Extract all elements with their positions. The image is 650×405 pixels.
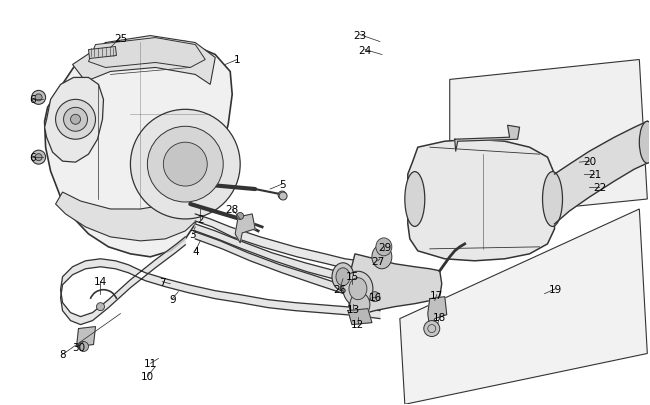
Polygon shape xyxy=(235,214,255,243)
Circle shape xyxy=(148,127,223,202)
Polygon shape xyxy=(73,36,215,85)
Polygon shape xyxy=(450,60,647,220)
Circle shape xyxy=(35,154,42,161)
Circle shape xyxy=(56,100,96,140)
Polygon shape xyxy=(195,214,360,269)
Text: 28: 28 xyxy=(226,205,239,214)
Ellipse shape xyxy=(372,245,392,269)
Text: 5: 5 xyxy=(279,180,285,190)
Polygon shape xyxy=(60,237,380,325)
Text: 19: 19 xyxy=(549,284,562,294)
Text: 30: 30 xyxy=(72,342,85,352)
Text: 11: 11 xyxy=(144,358,157,369)
Text: 9: 9 xyxy=(169,294,176,304)
Polygon shape xyxy=(45,78,103,163)
Circle shape xyxy=(32,151,46,165)
Ellipse shape xyxy=(332,263,354,291)
Text: 7: 7 xyxy=(159,277,166,287)
Polygon shape xyxy=(45,38,232,257)
Polygon shape xyxy=(88,47,116,60)
Text: 6: 6 xyxy=(29,95,36,105)
Ellipse shape xyxy=(376,238,392,256)
Polygon shape xyxy=(554,122,647,224)
Polygon shape xyxy=(56,192,205,241)
Circle shape xyxy=(79,342,88,352)
Polygon shape xyxy=(195,224,365,283)
Text: 13: 13 xyxy=(346,304,359,314)
Ellipse shape xyxy=(350,293,370,317)
Text: 27: 27 xyxy=(371,256,385,266)
Circle shape xyxy=(71,115,81,125)
Circle shape xyxy=(163,143,207,187)
Polygon shape xyxy=(455,126,519,152)
Polygon shape xyxy=(400,209,647,404)
Ellipse shape xyxy=(640,122,650,164)
Circle shape xyxy=(131,110,240,220)
Polygon shape xyxy=(88,38,205,68)
Circle shape xyxy=(370,292,380,302)
Polygon shape xyxy=(348,309,372,325)
Text: 15: 15 xyxy=(345,271,359,281)
Circle shape xyxy=(279,192,287,200)
Ellipse shape xyxy=(343,272,373,307)
Polygon shape xyxy=(348,254,442,315)
Ellipse shape xyxy=(349,278,367,300)
Ellipse shape xyxy=(405,172,425,227)
Text: 16: 16 xyxy=(369,292,382,302)
Text: 14: 14 xyxy=(94,276,107,286)
Circle shape xyxy=(237,213,244,220)
Text: 4: 4 xyxy=(192,246,199,256)
Text: 10: 10 xyxy=(141,371,154,382)
Polygon shape xyxy=(408,140,554,261)
Text: 25: 25 xyxy=(114,34,127,43)
Text: 6: 6 xyxy=(29,153,36,163)
Text: 18: 18 xyxy=(433,312,447,322)
Text: 12: 12 xyxy=(351,319,365,329)
Text: 17: 17 xyxy=(430,290,443,300)
Text: 20: 20 xyxy=(583,157,596,167)
Ellipse shape xyxy=(336,268,350,286)
Polygon shape xyxy=(195,232,370,299)
Circle shape xyxy=(32,91,46,105)
Text: 24: 24 xyxy=(358,45,372,55)
Text: 29: 29 xyxy=(378,242,391,252)
Text: 23: 23 xyxy=(354,30,367,40)
Text: 8: 8 xyxy=(59,350,66,360)
Circle shape xyxy=(35,95,42,102)
Text: 1: 1 xyxy=(234,55,240,65)
Ellipse shape xyxy=(543,172,562,227)
Text: 26: 26 xyxy=(333,284,346,294)
Polygon shape xyxy=(77,327,96,347)
Circle shape xyxy=(278,192,286,200)
Circle shape xyxy=(96,303,105,311)
Text: 2: 2 xyxy=(197,214,203,224)
Polygon shape xyxy=(428,297,447,329)
Circle shape xyxy=(64,108,88,132)
Circle shape xyxy=(424,321,440,337)
Text: 21: 21 xyxy=(588,170,601,180)
Text: 22: 22 xyxy=(593,183,606,192)
Text: 3: 3 xyxy=(189,229,196,239)
